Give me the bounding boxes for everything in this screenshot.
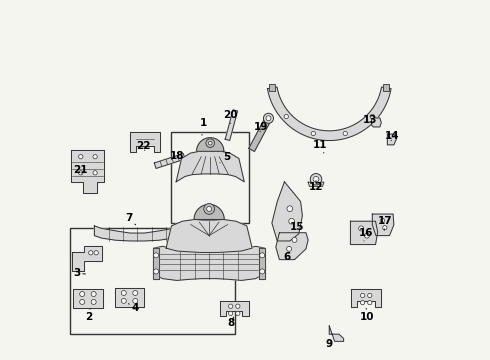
Polygon shape: [196, 138, 224, 151]
Polygon shape: [272, 182, 302, 241]
Circle shape: [122, 291, 126, 296]
Circle shape: [292, 237, 297, 242]
Circle shape: [91, 300, 96, 305]
Text: 10: 10: [360, 309, 374, 322]
Text: 22: 22: [137, 141, 151, 151]
Circle shape: [383, 226, 387, 230]
Circle shape: [289, 219, 294, 224]
Circle shape: [207, 206, 212, 211]
Circle shape: [361, 293, 365, 298]
Circle shape: [370, 114, 374, 119]
Text: 6: 6: [284, 252, 291, 262]
Polygon shape: [154, 154, 185, 168]
Polygon shape: [371, 118, 381, 127]
Circle shape: [311, 131, 316, 136]
Polygon shape: [249, 117, 271, 152]
Text: 8: 8: [228, 317, 235, 328]
Text: 14: 14: [385, 131, 399, 141]
Text: 2: 2: [85, 309, 93, 322]
Circle shape: [80, 292, 85, 297]
Polygon shape: [176, 151, 245, 182]
Circle shape: [284, 114, 289, 119]
Circle shape: [310, 174, 322, 185]
Polygon shape: [329, 326, 343, 341]
Circle shape: [204, 203, 215, 214]
Circle shape: [264, 113, 273, 123]
Circle shape: [91, 292, 96, 297]
Circle shape: [380, 219, 385, 223]
Text: 19: 19: [254, 122, 269, 132]
Text: 18: 18: [170, 150, 184, 161]
Circle shape: [361, 301, 365, 305]
Circle shape: [89, 251, 93, 255]
Text: 9: 9: [325, 339, 333, 349]
Text: 1: 1: [200, 118, 207, 135]
Text: 11: 11: [313, 140, 327, 153]
Polygon shape: [71, 149, 104, 193]
Circle shape: [266, 116, 271, 121]
Circle shape: [343, 131, 347, 136]
Polygon shape: [194, 204, 224, 220]
Text: 20: 20: [222, 111, 237, 123]
Circle shape: [208, 141, 212, 145]
Circle shape: [287, 246, 292, 251]
Polygon shape: [220, 301, 248, 316]
Text: 16: 16: [359, 228, 373, 241]
Text: 17: 17: [378, 216, 393, 230]
Text: 12: 12: [309, 181, 323, 192]
Circle shape: [153, 269, 159, 274]
Polygon shape: [153, 248, 159, 279]
Text: 5: 5: [220, 152, 230, 163]
Polygon shape: [351, 289, 381, 307]
Polygon shape: [388, 134, 397, 145]
Circle shape: [228, 304, 233, 309]
Text: 13: 13: [363, 115, 377, 125]
Polygon shape: [115, 288, 144, 307]
Circle shape: [260, 269, 265, 274]
Circle shape: [359, 226, 364, 231]
Circle shape: [78, 171, 83, 175]
Circle shape: [368, 301, 372, 305]
Bar: [384, 84, 389, 91]
Circle shape: [153, 253, 159, 258]
Circle shape: [236, 311, 240, 316]
Circle shape: [365, 233, 369, 238]
Polygon shape: [350, 221, 378, 244]
Bar: [70, 228, 235, 334]
Circle shape: [260, 253, 265, 258]
Bar: [172, 132, 248, 223]
Polygon shape: [95, 226, 182, 241]
Text: 4: 4: [128, 303, 139, 314]
Polygon shape: [276, 233, 308, 260]
Circle shape: [206, 139, 215, 148]
Text: 7: 7: [125, 213, 136, 225]
Bar: [270, 84, 275, 91]
Polygon shape: [372, 214, 394, 235]
Polygon shape: [73, 289, 103, 309]
Polygon shape: [153, 246, 265, 280]
Circle shape: [228, 311, 233, 316]
Polygon shape: [308, 182, 324, 186]
Circle shape: [236, 304, 240, 309]
Circle shape: [78, 154, 83, 159]
Circle shape: [368, 293, 372, 298]
Circle shape: [80, 300, 85, 305]
Polygon shape: [72, 246, 102, 271]
Polygon shape: [268, 87, 391, 140]
Text: 21: 21: [73, 165, 87, 175]
Text: 3: 3: [73, 268, 85, 278]
Circle shape: [133, 298, 138, 303]
Circle shape: [93, 154, 97, 159]
Circle shape: [313, 176, 319, 182]
Circle shape: [93, 171, 97, 175]
Polygon shape: [259, 248, 265, 279]
Circle shape: [287, 206, 293, 212]
Circle shape: [133, 291, 138, 296]
Polygon shape: [130, 132, 160, 152]
Circle shape: [94, 251, 98, 255]
Circle shape: [122, 298, 126, 303]
Polygon shape: [225, 110, 238, 140]
Text: 15: 15: [290, 222, 304, 231]
Polygon shape: [166, 220, 252, 252]
